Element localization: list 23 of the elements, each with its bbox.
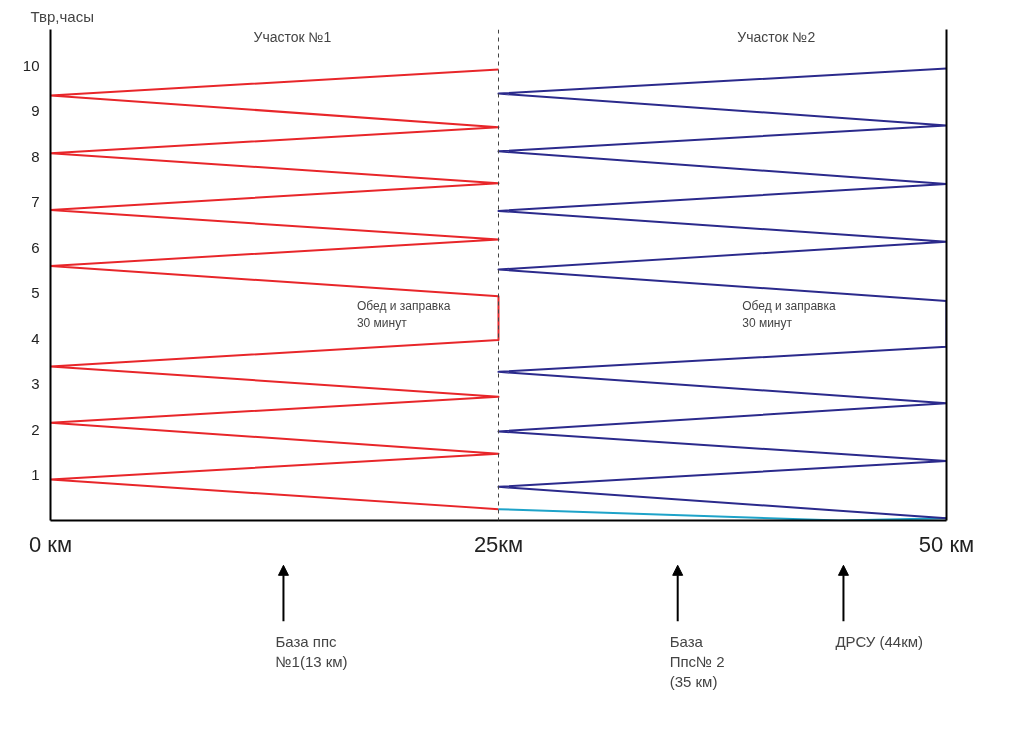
annotation: Обед и заправка 30 минут (742, 298, 836, 330)
line-series (50, 68, 500, 511)
annotation: Участок №1 (253, 28, 332, 45)
x-tick-label: 50 км (918, 531, 975, 557)
y-tick-label: 2 (31, 420, 40, 438)
text: База ппс №1(13 км) (275, 632, 348, 670)
y-tick-label: 8 (31, 147, 40, 165)
annotation: Участок №2 (737, 28, 816, 45)
y-tick-label: 7 (31, 193, 40, 211)
line-series (497, 67, 947, 520)
y-tick-label: 1 (31, 466, 40, 484)
y-axis-title: Твр,часы (30, 7, 94, 25)
y-tick-label: 10 (22, 56, 40, 74)
x-tick-label: 25км (473, 531, 524, 557)
y-tick-label: 3 (31, 375, 40, 393)
text: База Ппс№ 2 (35 км) (669, 632, 725, 691)
y-tick-label: 6 (31, 238, 40, 256)
x-tick-label: 0 км (28, 531, 73, 557)
y-tick-label: 4 (31, 329, 40, 347)
text: ДРСУ (44км) (835, 632, 924, 650)
y-tick-label: 9 (31, 102, 40, 120)
y-tick-label: 5 (31, 284, 40, 302)
annotation: Обед и заправка 30 минут (356, 298, 451, 330)
